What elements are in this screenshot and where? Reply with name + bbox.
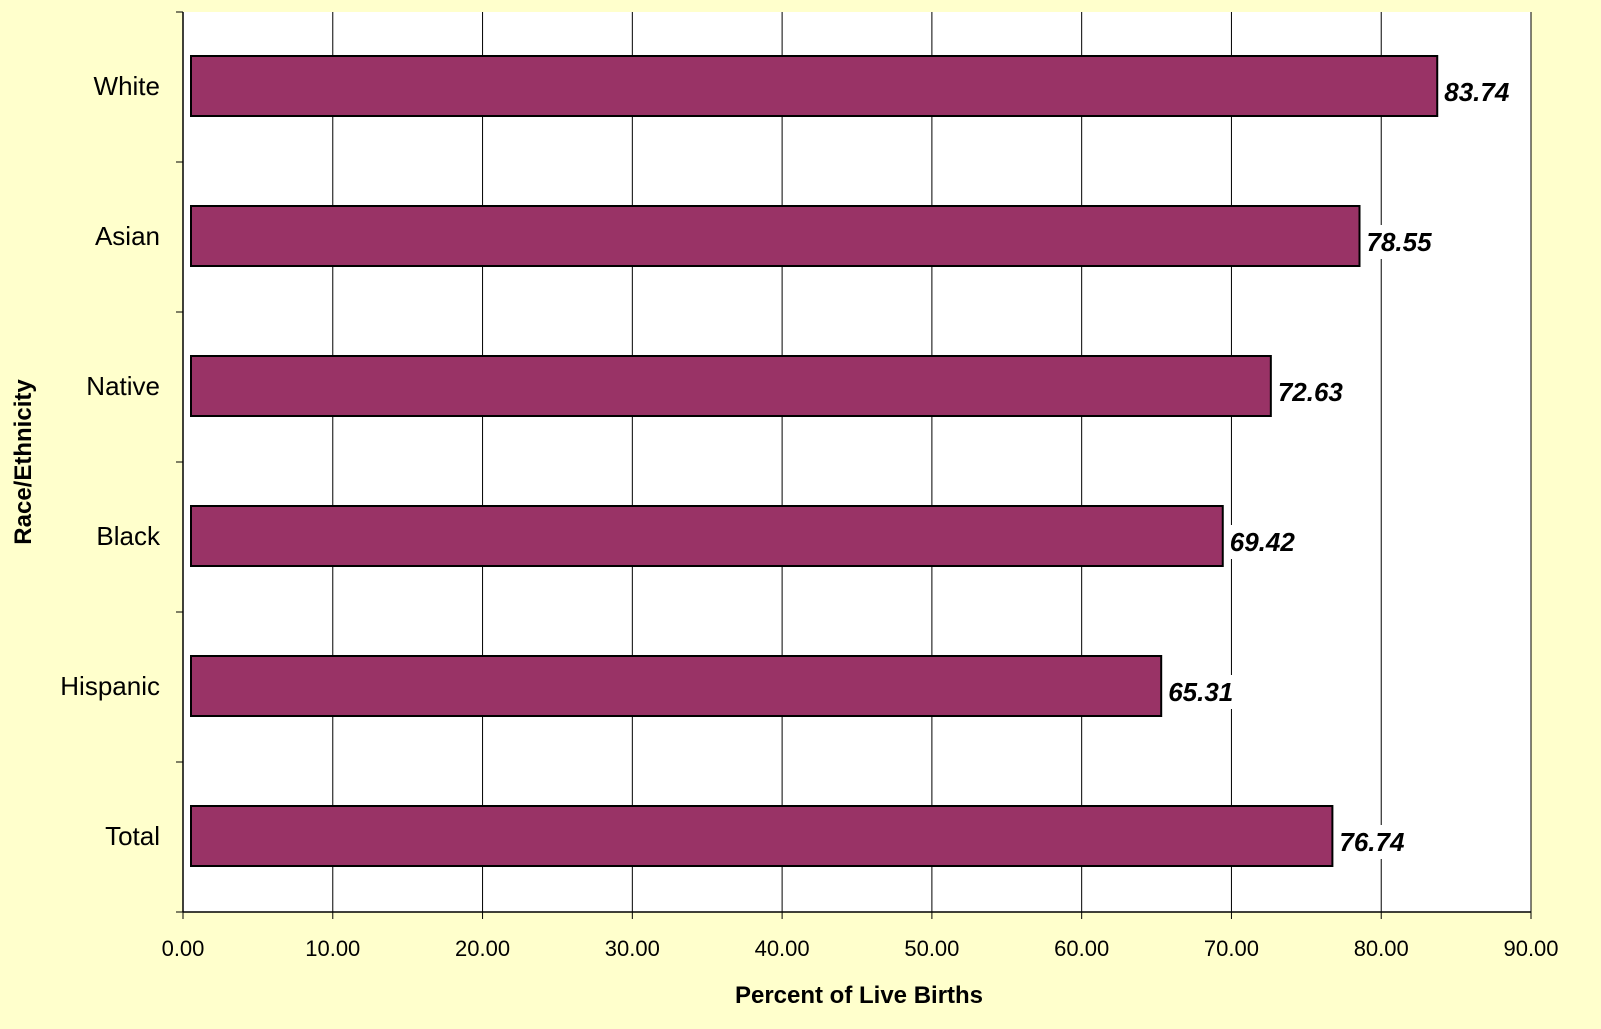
x-tick-labels: 0.00 10.00 20.00 30.00 40.00 50.00 60.00 70.00 8… <box>162 936 1559 961</box>
x-tick-label: 40.00 <box>755 936 810 961</box>
data-label-background <box>1226 525 1309 559</box>
x-tick-label: 80.00 <box>1354 936 1409 961</box>
x-axis-title: Percent of Live Births <box>735 982 983 1009</box>
data-label-total: 76.74 <box>1339 827 1405 857</box>
bars-group <box>190 55 1439 867</box>
data-label-background <box>1363 225 1446 259</box>
category-label-hispanic: Hispanic <box>60 671 160 701</box>
x-tick-label: 0.00 <box>162 936 205 961</box>
bar-asian <box>190 205 1361 267</box>
category-labels: White Asian Native Black Hispanic Total <box>60 71 161 851</box>
data-label-hispanic: 65.31 <box>1168 677 1233 707</box>
category-label-white: White <box>94 71 160 101</box>
bar-white <box>190 55 1439 117</box>
x-tick-label: 60.00 <box>1054 936 1109 961</box>
data-label-background <box>1165 675 1248 709</box>
data-label-background <box>1441 75 1524 109</box>
data-label-native: 72.63 <box>1278 377 1344 407</box>
data-label-background <box>1336 825 1419 859</box>
category-label-native: Native <box>86 371 160 401</box>
category-label-total: Total <box>105 821 160 851</box>
x-tick-label: 90.00 <box>1503 936 1558 961</box>
data-label-background <box>1274 375 1357 409</box>
x-tick-label: 20.00 <box>455 936 510 961</box>
x-tick-label: 30.00 <box>605 936 660 961</box>
bar-total <box>190 805 1334 867</box>
data-label-asian: 78.55 <box>1367 227 1433 257</box>
x-tick-label: 50.00 <box>904 936 959 961</box>
bar-native <box>190 355 1272 417</box>
category-label-asian: Asian <box>95 221 160 251</box>
data-labels-group: 83.74 78.55 72.63 69.42 65.31 76.74 <box>1165 75 1524 859</box>
plot-area <box>183 12 1531 912</box>
category-label-black: Black <box>96 521 161 551</box>
bar-hispanic <box>190 655 1163 717</box>
x-tick-label: 70.00 <box>1204 936 1259 961</box>
y-axis-title: Race/Ethnicity <box>10 379 37 545</box>
data-label-black: 69.42 <box>1230 527 1296 557</box>
data-label-white: 83.74 <box>1444 77 1510 107</box>
gridlines <box>332 12 1532 912</box>
axes-group <box>176 11 1532 919</box>
x-tick-label: 10.00 <box>305 936 360 961</box>
bar-black <box>190 505 1224 567</box>
